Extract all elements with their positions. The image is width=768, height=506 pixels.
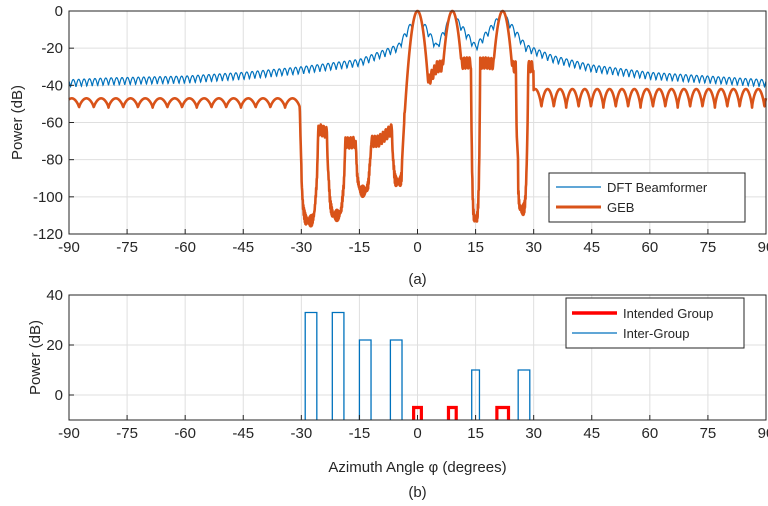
a-xtick-label: 30 [525,239,542,256]
a-ytick-label: -100 [33,189,63,206]
bar-inter-group [517,369,531,420]
a-ytick-label: 0 [55,3,63,20]
a-xtick-label: -90 [58,239,80,256]
panel-b: -90 -75 -60 -45 -30 -15 0 15 30 45 60 75 90 40 20 0 Pow… [27,287,768,501]
a-ytick-label: -80 [41,152,63,169]
b-xtick-label: -30 [290,425,312,442]
bar-inter-group [358,339,372,420]
panel-a: -90 -75 -60 -45 -30 -15 0 15 30 45 60 75 90 0 -20 -40 -6… [9,3,768,288]
b-xtick-label: 45 [583,425,600,442]
a-ytick-label: -120 [33,226,63,243]
panel-a-caption: (a) [408,271,426,288]
a-xtick-label: 90 [758,239,768,256]
b-xtick-label: 75 [700,425,717,442]
legend-label-dft-beamformer: DFT Beamformer [607,180,708,195]
panel-b-x-axis-label: Azimuth Angle φ (degrees) [328,459,506,476]
a-xtick-label: 0 [413,239,421,256]
a-xtick-label: -15 [349,239,371,256]
panel-b-series [304,311,531,420]
bar-inter-group [304,311,318,420]
b-ytick-label: 0 [55,387,63,404]
a-xtick-label: 60 [641,239,658,256]
a-xtick-label: -45 [232,239,254,256]
b-ytick-label: 40 [46,287,63,304]
bar-intended-group [446,405,458,420]
panel-a-y-axis-label: Power (dB) [9,85,26,160]
b-xtick-label: 15 [467,425,484,442]
b-xtick-label: -45 [232,425,254,442]
bar-intended-group [495,405,511,420]
a-xtick-label: -30 [290,239,312,256]
panel-a-ticks: -90 -75 -60 -45 -30 -15 0 15 30 45 60 75 90 0 -20 -40 -6… [33,3,768,256]
panel-a-legend-box [548,172,746,223]
panel-b-caption: (b) [408,484,426,501]
b-xtick-label: -15 [349,425,371,442]
b-xtick-label: -90 [58,425,80,442]
legend-label-intended-group: Intended Group [623,306,713,321]
bar-intended-group [412,405,423,420]
bar-inter-group [471,369,481,420]
a-xtick-label: 75 [700,239,717,256]
a-ytick-label: -20 [41,40,63,57]
panel-b-ticks: -90 -75 -60 -45 -30 -15 0 15 30 45 60 75 90 40 20 0 [46,287,768,442]
b-xtick-label: 30 [525,425,542,442]
b-xtick-label: -60 [174,425,196,442]
panel-a-legend: DFT Beamformer GEB [548,172,746,223]
legend-label-inter-group: Inter-Group [623,326,689,341]
a-xtick-label: 15 [467,239,484,256]
b-xtick-label: 60 [641,425,658,442]
a-ytick-label: -40 [41,77,63,94]
panel-b-legend-box [565,297,745,349]
b-ytick-label: 20 [46,337,63,354]
a-xtick-label: -75 [116,239,138,256]
a-xtick-label: 45 [583,239,600,256]
b-xtick-label: -75 [116,425,138,442]
a-ytick-label: -60 [41,115,63,132]
panel-b-legend: Intended Group Inter-Group [565,297,745,349]
bar-inter-group [389,339,403,420]
panel-b-y-axis-label: Power (dB) [27,320,44,395]
a-xtick-label: -60 [174,239,196,256]
b-xtick-label: 0 [413,425,421,442]
b-xtick-label: 90 [758,425,768,442]
bar-inter-group [331,311,345,420]
legend-label-geb: GEB [607,200,634,215]
